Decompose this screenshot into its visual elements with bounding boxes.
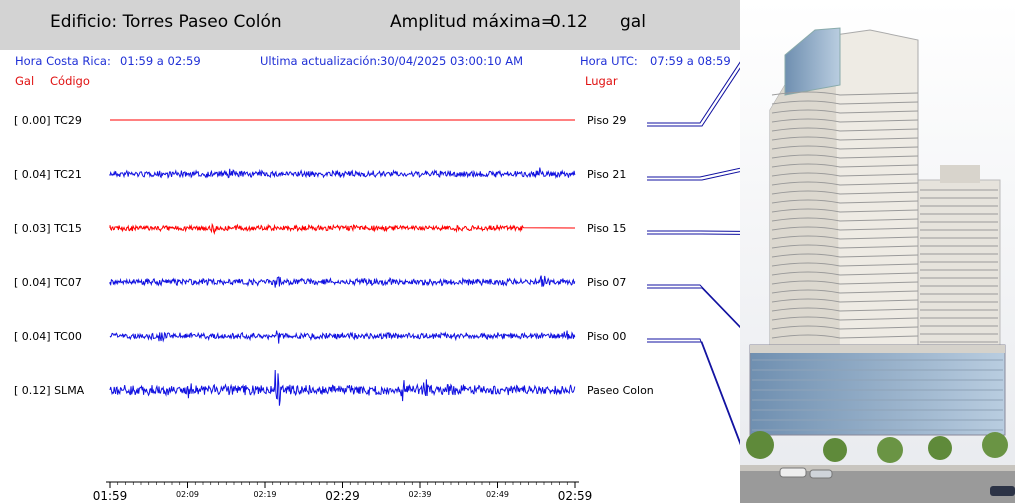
series-trace-tc00 (109, 330, 576, 344)
balcony-line (771, 316, 919, 321)
time-tick-label: 01:59 (93, 489, 128, 503)
time-tick-label: 02:19 (253, 490, 276, 499)
time-tick-label: 02:59 (558, 489, 593, 503)
series-place-label: Piso 15 (587, 222, 626, 235)
floor-connector (647, 67, 740, 127)
cr-time-label: Hora Costa Rica: (15, 54, 111, 68)
balcony-line (771, 334, 919, 339)
balcony-line (771, 109, 919, 114)
balcony-line (771, 190, 919, 195)
balcony-line (771, 235, 919, 240)
utc-label: Hora UTC: (580, 54, 638, 68)
series-place-label: Piso 00 (587, 330, 626, 343)
amplitude-unit: gal (620, 12, 646, 32)
balcony-line (771, 118, 919, 123)
series-amplitude-label: [ 0.04] TC07 (14, 276, 82, 289)
balcony-line (771, 100, 919, 105)
balcony-line (771, 262, 919, 267)
floor-connector (647, 171, 740, 181)
balcony-line (771, 208, 919, 213)
update-value: 30/04/2025 03:00:10 AM (380, 54, 524, 68)
series-trace-tc15 (109, 222, 576, 236)
balcony-line (771, 172, 919, 177)
cr-time-range: 01:59 a 02:59 (120, 54, 201, 68)
balcony-line (771, 226, 919, 231)
floor-connector (647, 233, 740, 235)
floor-connector (647, 338, 740, 446)
gal-column-header: Gal (15, 74, 35, 88)
update-label: Ultima actualización: (260, 54, 381, 68)
time-tick-label: 02:29 (325, 489, 360, 503)
series-amplitude-label: [ 0.12] SLMA (14, 384, 85, 397)
series-amplitude-label: [ 0.00] TC29 (14, 114, 82, 127)
floor-connector (647, 341, 740, 443)
floor-connector (647, 284, 740, 328)
header-bar: Edificio: Torres Paseo Colón Amplitud má… (0, 0, 740, 50)
balcony-line (771, 127, 919, 132)
balcony-line (771, 181, 919, 186)
series-place-label: Piso 29 (587, 114, 626, 127)
amplitude-label: Amplitud máxima= (390, 12, 556, 32)
series-trace-tc07 (109, 275, 576, 288)
building-image (740, 0, 1015, 503)
floor-connector (647, 167, 740, 178)
series-place-label: Piso 07 (587, 276, 626, 289)
floor-connector (647, 61, 740, 124)
series-trace-tc21 (109, 167, 576, 180)
floor-connector (647, 230, 740, 232)
balcony-line (771, 91, 919, 96)
balcony-line (771, 217, 919, 222)
balcony-line (771, 298, 919, 303)
code-column-header: Código (50, 74, 90, 88)
balcony-line (771, 271, 919, 276)
series-amplitude-label: [ 0.03] TC15 (14, 222, 82, 235)
series-amplitude-label: [ 0.04] TC21 (14, 168, 82, 181)
series-place-label: Piso 21 (587, 168, 626, 181)
balcony-line (771, 307, 919, 312)
balcony-line (771, 154, 919, 159)
balcony-line (771, 325, 919, 330)
balcony-line (771, 136, 919, 141)
series-place-label: Paseo Colon (587, 384, 654, 397)
balcony-line (771, 289, 919, 294)
series-trace-slma (109, 369, 576, 406)
seismograph-chart: [ 0.00] TC29 Piso 29 [ 0.04] TC21 Piso 21 [ … (14, 61, 740, 503)
floor-connector (647, 287, 740, 329)
balcony-line (771, 199, 919, 204)
amplitude-value: 0.12 (550, 12, 588, 32)
building-title: Edificio: Torres Paseo Colón (50, 12, 282, 32)
balcony-line (771, 244, 919, 249)
glass-crown (784, 27, 841, 96)
balcony-line (771, 163, 919, 168)
balcony-line (771, 145, 919, 150)
series-amplitude-label: [ 0.04] TC00 (14, 330, 82, 343)
place-column-header: Lugar (585, 74, 618, 88)
balcony-line (771, 253, 919, 258)
time-tick-label: 02:39 (408, 490, 431, 499)
time-tick-label: 02:49 (486, 490, 509, 499)
balcony-line (771, 280, 919, 285)
time-tick-label: 02:09 (176, 490, 199, 499)
utc-range: 07:59 a 08:59 (650, 54, 731, 68)
